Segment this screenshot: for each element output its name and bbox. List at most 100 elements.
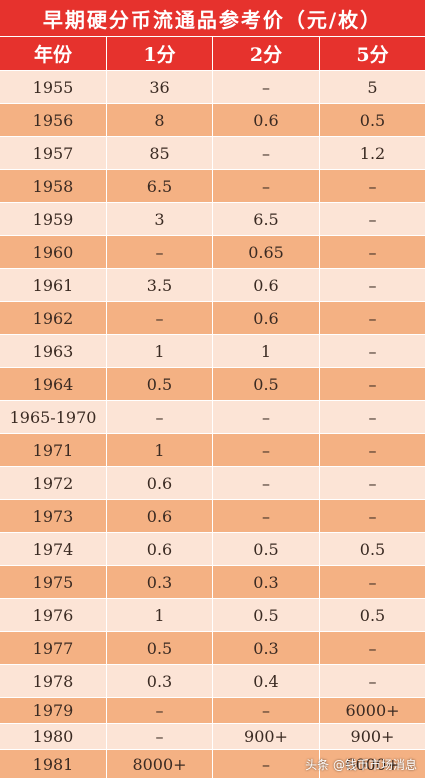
year-cell: 1955 [0,71,107,104]
price-1fen-cell: 3 [107,203,213,236]
header-1fen: 1分 [107,37,213,71]
price-5fen-cell: – [320,269,425,302]
price-5fen-cell: 0.5 [320,104,425,137]
price-1fen-cell: 1 [107,335,213,368]
table-row: 1955 36–5 [0,71,425,104]
table-header-row: 年份 1分 2分 5分 [0,37,425,71]
table-row: 1957 85–1.2 [0,137,425,170]
price-2fen-cell: – [213,137,320,170]
year-cell: 1961 [0,269,107,302]
price-5fen-cell: 900+ [320,724,425,750]
table-body: 1955 36–5 1956 8 0.6 0.5 1957 85–1.2 1958 6.5– –19… [0,71,425,779]
price-2fen-cell: 6.5 [213,203,320,236]
price-1fen-cell: 85 [107,137,213,170]
header-year: 年份 [0,37,107,71]
table-row: 1960–0.65– [0,236,425,269]
price-1fen-cell: 1 [107,434,213,467]
price-1fen-cell: – [107,302,213,335]
table-row: 1974 0.6 0.5 0.5 [0,533,425,566]
year-cell: 1977 [0,632,107,665]
price-5fen-cell: – [320,335,425,368]
price-5fen-cell: – [320,302,425,335]
year-cell: 1958 [0,170,107,203]
price-5fen-cell: – [320,566,425,599]
table-row: 1977 0.5 0.3– [0,632,425,665]
table-row: 1958 6.5– – [0,170,425,203]
year-cell: 1959 [0,203,107,236]
year-cell: 1964 [0,368,107,401]
price-5fen-cell: – [320,665,425,698]
table-row: 1972 0.6– – [0,467,425,500]
year-cell: 1960 [0,236,107,269]
price-2fen-cell: – [213,467,320,500]
price-1fen-cell: 3.5 [107,269,213,302]
price-5fen-cell: 5 [320,71,425,104]
table-row: 1962–0.6– [0,302,425,335]
price-5fen-cell: – [320,203,425,236]
header-5fen: 5分 [320,37,425,71]
header-2fen: 2分 [213,37,320,71]
year-cell: 1973 [0,500,107,533]
price-1fen-cell: 0.3 [107,566,213,599]
price-2fen-cell: 900+ [213,724,320,750]
year-cell: 1979 [0,698,107,724]
price-1fen-cell: 1 [107,599,213,632]
price-1fen-cell: 0.5 [107,368,213,401]
table-row: 1961 3.5 0.6– [0,269,425,302]
price-5fen-cell: 1.2 [320,137,425,170]
price-2fen-cell: – [213,500,320,533]
price-1fen-cell: – [107,724,213,750]
price-2fen-cell: 0.6 [213,302,320,335]
table-row: 1978 0.3 0.4– [0,665,425,698]
table-row: 1963 1 1– [0,335,425,368]
price-1fen-cell: 0.6 [107,500,213,533]
price-2fen-cell: – [213,434,320,467]
year-cell: 1956 [0,104,107,137]
price-2fen-cell: 0.3 [213,632,320,665]
price-2fen-cell: 1 [213,335,320,368]
price-2fen-cell: 0.3 [213,566,320,599]
price-1fen-cell: 6.5 [107,170,213,203]
year-cell: 1981 [0,750,107,779]
price-5fen-cell: 0.5 [320,599,425,632]
year-cell: 1974 [0,533,107,566]
table-row: 1959 3 6.5– [0,203,425,236]
price-2fen-cell: 0.5 [213,599,320,632]
price-2fen-cell: 0.65 [213,236,320,269]
price-5fen-cell: – [320,170,425,203]
table-row: 1964 0.5 0.5– [0,368,425,401]
table-title: 早期硬分币流通品参考价（元/枚） [0,0,425,37]
table-row: 1971 1– – [0,434,425,467]
year-cell: 1975 [0,566,107,599]
price-5fen-cell: – [320,500,425,533]
price-2fen-cell: – [213,170,320,203]
price-5fen-cell: – [320,368,425,401]
table-row: 1973 0.6– – [0,500,425,533]
price-2fen-cell: 0.5 [213,368,320,401]
price-5fen-cell: 0.5 [320,533,425,566]
price-1fen-cell: 0.6 [107,533,213,566]
table-row: 1979– –6000+ [0,698,425,724]
price-2fen-cell: 0.6 [213,269,320,302]
price-2fen-cell: – [213,71,320,104]
price-1fen-cell: 8000+ [107,750,213,779]
year-cell: 1957 [0,137,107,170]
price-1fen-cell: – [107,236,213,269]
price-5fen-cell: – [320,434,425,467]
table-row: 1965-1970– – – [0,401,425,434]
table-row: 1980–900+ 900+ [0,724,425,750]
price-1fen-cell: 0.5 [107,632,213,665]
price-5fen-cell: – [320,632,425,665]
price-2fen-cell: 0.5 [213,533,320,566]
year-cell: 1972 [0,467,107,500]
price-2fen-cell: – [213,401,320,434]
price-1fen-cell: 36 [107,71,213,104]
price-2fen-cell: 0.4 [213,665,320,698]
price-1fen-cell: 0.3 [107,665,213,698]
year-cell: 1978 [0,665,107,698]
year-cell: 1980 [0,724,107,750]
price-5fen-cell: – [320,401,425,434]
price-2fen-cell: – [213,698,320,724]
price-5fen-cell: – [320,236,425,269]
